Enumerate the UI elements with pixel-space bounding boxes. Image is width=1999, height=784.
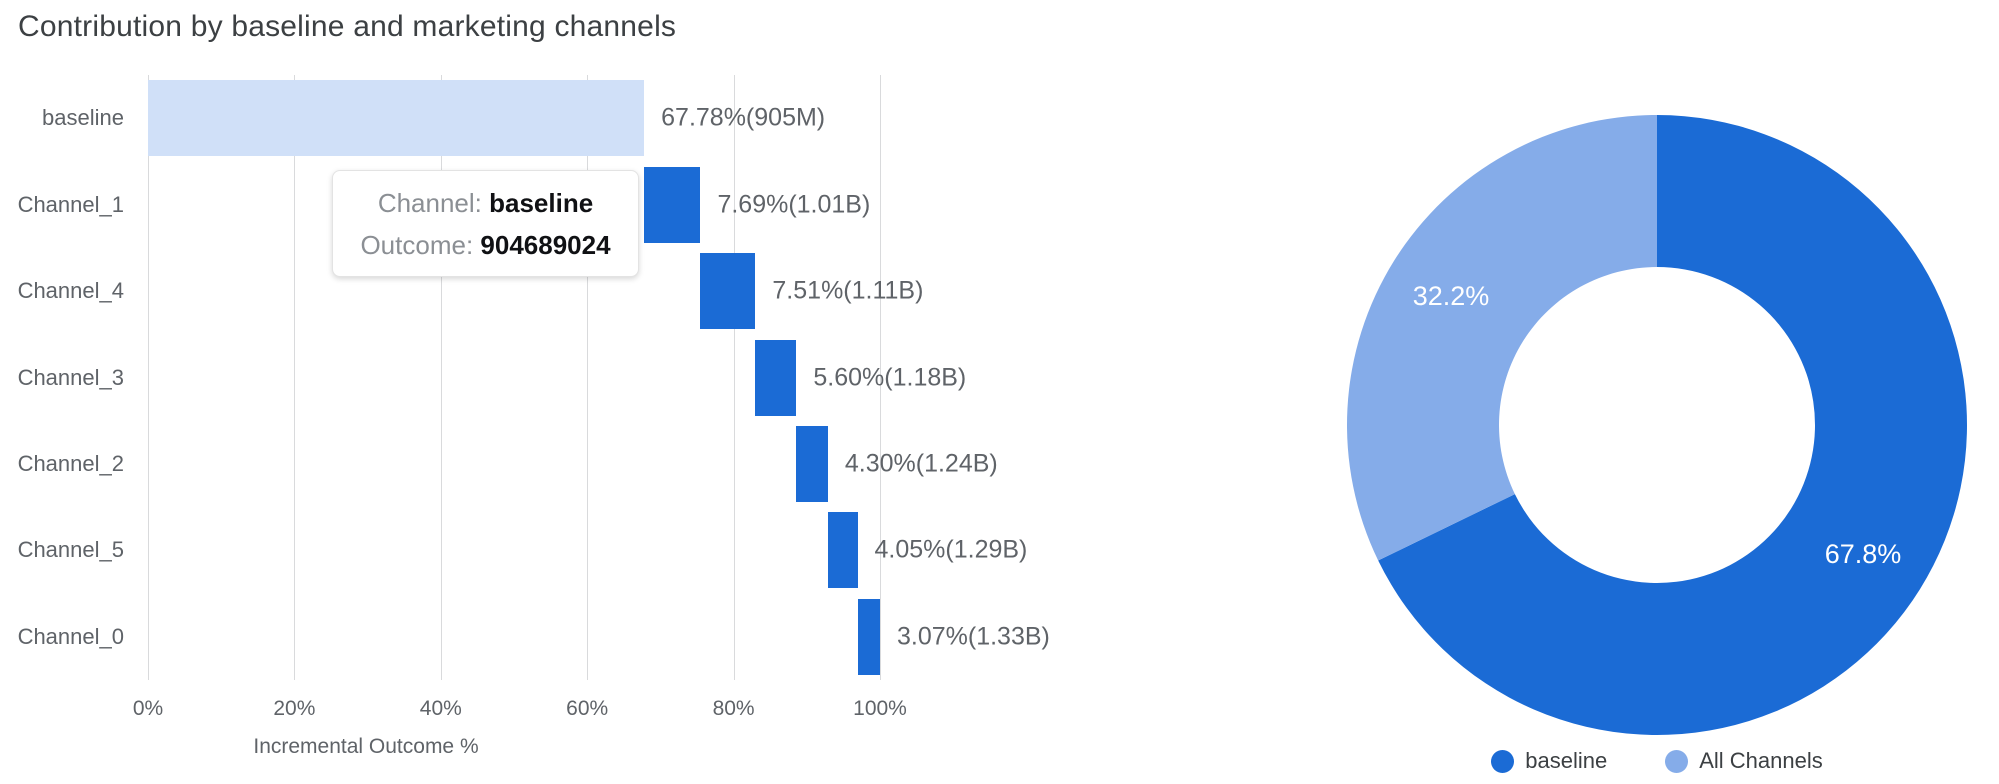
bar-Channel_4[interactable]	[700, 253, 756, 330]
gridline-0%	[148, 75, 149, 680]
tooltip-channel-label: Channel:	[377, 187, 482, 218]
legend-item-baseline[interactable]: baseline	[1491, 748, 1607, 774]
bar-value-label-Channel_5: 4.05%(1.29B)	[874, 535, 1028, 564]
chart-title: Contribution by baseline and marketing c…	[18, 10, 677, 43]
donut-slice-label-baseline: 67.8%	[1825, 539, 1902, 569]
gridline-100%	[880, 75, 881, 680]
tooltip-outcome-value: 904689024	[480, 229, 611, 260]
bar-Channel_3[interactable]	[755, 339, 797, 416]
donut-slice-all-channels[interactable]	[1347, 115, 1657, 561]
bar-value-label-baseline: 67.78%(905M)	[661, 103, 826, 132]
bar-value-label-Channel_2: 4.30%(1.24B)	[844, 449, 998, 478]
legend-label-baseline: baseline	[1525, 748, 1608, 773]
category-label-baseline: baseline	[42, 105, 124, 131]
bar-value-label-Channel_4: 7.51%(1.11B)	[772, 276, 924, 305]
legend-label-all-channels: All Channels	[1699, 748, 1823, 773]
donut-chart: 67.8% 32.2%	[1347, 115, 1967, 735]
category-label-Channel_1: Channel_1	[17, 191, 124, 217]
x-tick-60%: 60%	[566, 697, 609, 720]
tooltip-channel-value: baseline	[489, 187, 594, 218]
donut-legend: baseline All Channels	[1346, 748, 1968, 774]
category-label-Channel_0: Channel_0	[17, 623, 124, 649]
x-tick-80%: 80%	[712, 697, 755, 720]
bar-Channel_2[interactable]	[796, 425, 828, 502]
x-tick-20%: 20%	[273, 697, 316, 720]
category-label-Channel_4: Channel_4	[17, 278, 124, 304]
legend-dot-baseline	[1491, 749, 1515, 773]
x-tick-40%: 40%	[419, 697, 462, 720]
bar-baseline[interactable]	[148, 80, 645, 157]
tooltip-outcome-label: Outcome:	[360, 229, 474, 260]
bar-value-label-Channel_0: 3.07%(1.33B)	[897, 622, 1050, 651]
bar-value-label-Channel_3: 5.60%(1.18B)	[813, 363, 967, 391]
tooltip: Channel: baseline Outcome: 904689024	[332, 170, 639, 277]
bar-value-label-Channel_1: 7.69%(1.01B)	[717, 190, 871, 219]
bar-Channel_1[interactable]	[644, 166, 701, 243]
tooltip-channel-row: Channel: baseline	[378, 182, 593, 224]
gridline-40%	[440, 75, 442, 680]
donut-slice-baseline[interactable]	[1378, 115, 1967, 735]
bar-Channel_5[interactable]	[827, 512, 858, 589]
category-label-Channel_5: Channel_5	[17, 537, 124, 563]
bar-Channel_0[interactable]	[857, 598, 880, 675]
donut-slice-label-all-channels: 32.2%	[1413, 281, 1490, 311]
waterfall-chart: 67.78%(905M) 7.69%(1.01B) 7.51%(1.11B) 5.60…	[133, 75, 1050, 720]
category-label-Channel_3: Channel_3	[17, 364, 124, 390]
gridline-60%	[587, 75, 589, 680]
gridline-80%	[733, 75, 735, 680]
category-label-Channel_2: Channel_2	[17, 450, 124, 476]
gridline-20%	[294, 75, 296, 680]
waterfall-category-axis: baseline Channel_1 Channel_4 Channel_3 Chann…	[0, 75, 134, 680]
legend-dot-all-channels	[1665, 749, 1689, 773]
tooltip-outcome-row: Outcome: 904689024	[360, 224, 610, 266]
legend-item-all-channels[interactable]: All Channels	[1665, 748, 1823, 774]
x-axis-title: Incremental Outcome %	[253, 735, 479, 758]
x-tick-0%: 0%	[132, 697, 164, 720]
x-tick-100%: 100%	[853, 697, 907, 720]
